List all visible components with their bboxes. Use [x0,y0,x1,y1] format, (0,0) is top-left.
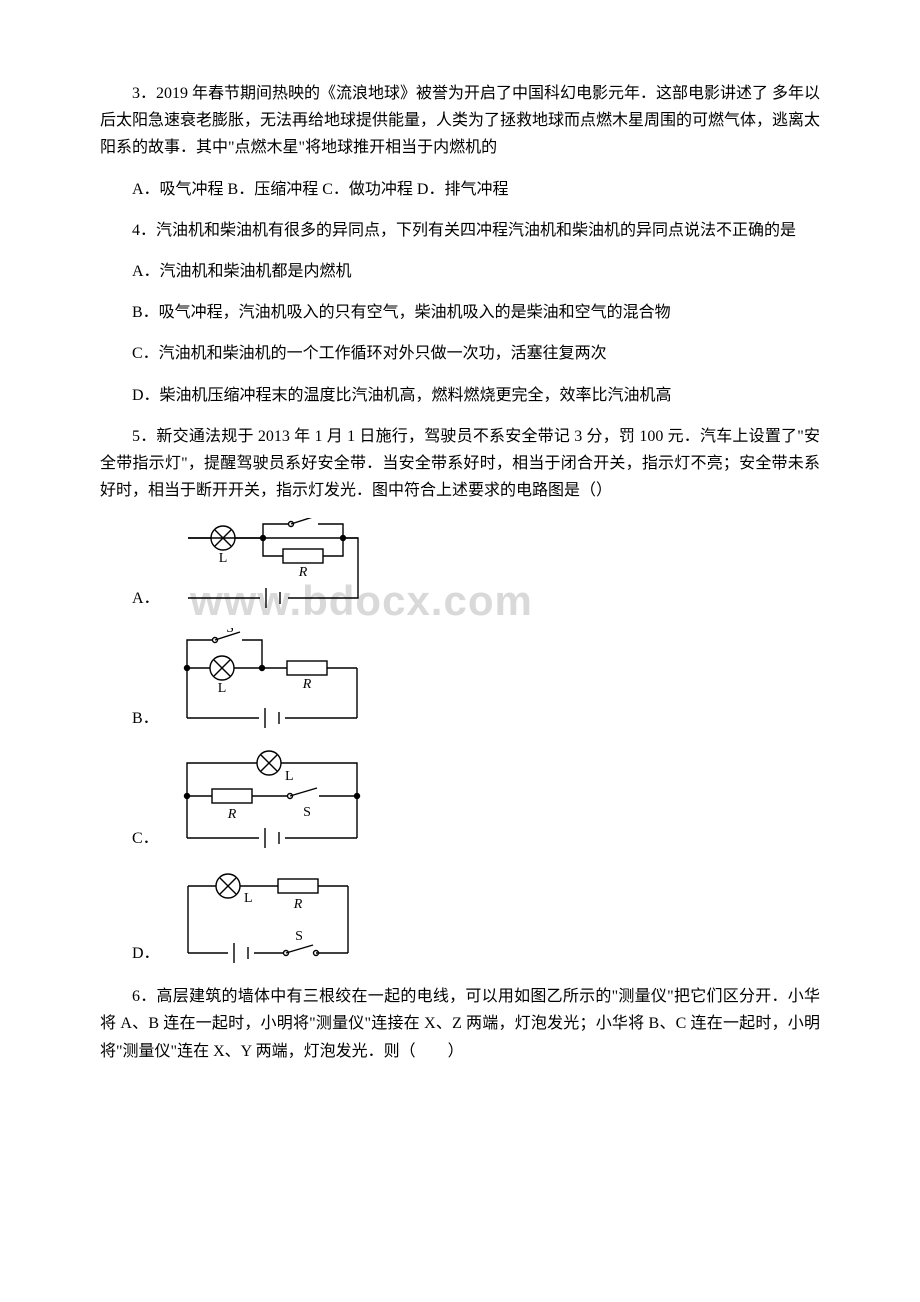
q5-stem: 5．新交通法规于 2013 年 1 月 1 日施行，驾驶员不系安全带记 3 分，… [100,423,820,505]
q6-stem: 6．高层建筑的墙体中有三根绞在一起的电线，可以用如图乙所示的"测量仪"把它们区分… [100,983,820,1065]
q5-option-a-row: A． [100,518,820,618]
q5-label-c: C． [132,825,159,858]
q3-stem: 3．2019 年春节期间热映的《流浪地球》被誉为开启了中国科幻电影元年．这部电影… [100,80,820,162]
q4-stem: 4．汽油机和柴油机有很多的异同点，下列有关四冲程汽油机和柴油机的异同点说法不正确… [100,217,820,244]
svg-text:L: L [218,551,227,566]
q5-label-b: B． [132,705,159,738]
svg-text:R: R [297,565,307,580]
svg-text:L: L [244,891,253,906]
svg-text:R: R [301,677,311,692]
q5-option-d-row: D． [100,868,820,973]
q4-opt-d: D．柴油机压缩冲程末的温度比汽油机高，燃料燃烧更完全，效率比汽油机高 [100,382,820,409]
svg-text:R: R [292,897,302,912]
circuit-diagram-d: L R S [168,868,368,973]
circuit-diagram-c: L R S [167,748,377,858]
svg-text:L: L [285,769,294,784]
svg-text:L: L [217,681,226,696]
q4-opt-c: C．汽油机和柴油机的一个工作循环对外只做一次功，活塞往复两次 [100,340,820,367]
svg-text:R: R [226,807,236,822]
svg-text:S: S [303,805,311,820]
svg-text:S: S [302,518,310,522]
q4-opt-a: A．汽油机和柴油机都是内燃机 [100,258,820,285]
circuit-diagram-b: L R S [167,628,377,738]
q5-option-c-row: C． [100,748,820,858]
circuit-diagram-a: L R S [168,518,378,618]
q5-option-b-row: B． [100,628,820,738]
svg-text:S: S [226,628,234,636]
q4-opt-b: B．吸气冲程，汽油机吸入的只有空气，柴油机吸入的是柴油和空气的混合物 [100,299,820,326]
q5-label-d: D． [132,940,160,973]
q3-options: A．吸气冲程 B．压缩冲程 C．做功冲程 D．排气冲程 [100,176,820,203]
q5-label-a: A． [132,585,160,618]
svg-text:S: S [295,929,303,944]
